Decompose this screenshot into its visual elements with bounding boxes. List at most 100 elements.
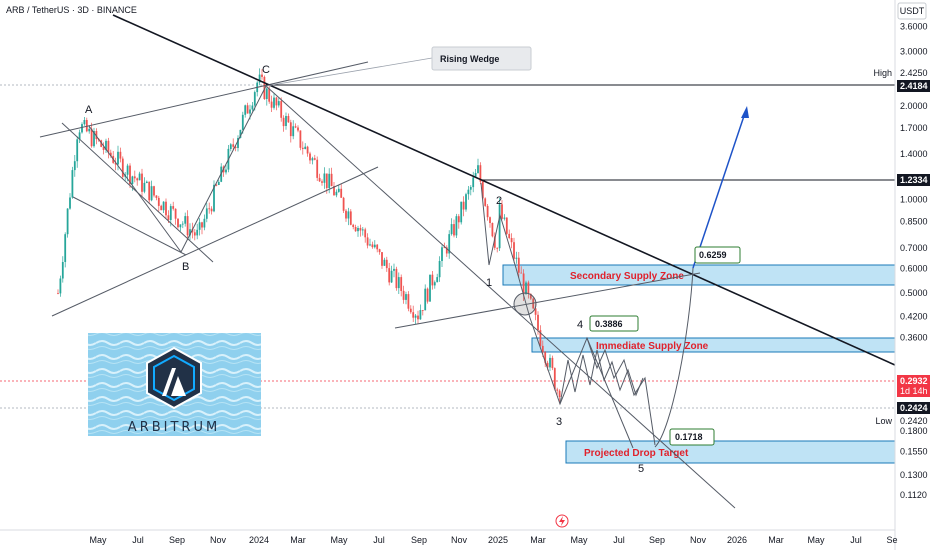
candle-bullish xyxy=(66,208,69,235)
x-tick-label: 2025 xyxy=(488,535,508,545)
wave-label-c: C xyxy=(262,64,270,76)
candle-bullish xyxy=(78,132,81,140)
candle-bearish xyxy=(529,293,532,299)
candle-bullish xyxy=(258,74,261,83)
x-tick-label: Jul xyxy=(613,535,625,545)
candle-bearish xyxy=(486,205,489,218)
candle-bullish xyxy=(253,92,256,106)
candle-bearish xyxy=(534,308,537,315)
candle-bearish xyxy=(479,165,482,182)
wedge-upper-line[interactable] xyxy=(39,61,369,138)
channel-line-2[interactable] xyxy=(72,196,187,256)
rising-support-line[interactable] xyxy=(394,272,701,329)
candle-bullish xyxy=(467,189,470,195)
secondary-supply-zone[interactable] xyxy=(502,264,896,286)
candle-bearish xyxy=(57,293,59,294)
candle-bearish xyxy=(333,186,335,196)
candle-bearish xyxy=(268,88,271,102)
candle-bullish xyxy=(369,244,371,246)
candle-bearish xyxy=(133,176,136,179)
candle-bullish xyxy=(393,268,395,271)
candle-bearish xyxy=(165,201,167,216)
rising-wedge-callout[interactable]: Rising Wedge xyxy=(265,46,532,87)
candle-bearish xyxy=(318,177,321,182)
candle-bullish xyxy=(213,184,215,212)
candle-bearish xyxy=(275,97,278,106)
wedge-lower-line[interactable] xyxy=(51,166,379,317)
candle-bearish xyxy=(177,218,179,228)
y-tick-label: 3.0000 xyxy=(900,46,928,56)
candle-bearish xyxy=(445,247,448,254)
projected-zigzag-2[interactable] xyxy=(586,337,656,446)
target-drop-callout[interactable]: 0.1718 xyxy=(669,428,715,446)
candle-bullish xyxy=(117,151,119,165)
wave-label-b: B xyxy=(182,261,189,273)
target-secondary-label: 0.6259 xyxy=(699,250,727,260)
candle-bullish xyxy=(138,173,141,181)
candle-bearish xyxy=(537,314,539,331)
candle-bullish xyxy=(181,223,184,225)
main-downtrend-line[interactable] xyxy=(112,14,896,366)
candle-bullish xyxy=(397,277,400,289)
candle-bearish xyxy=(263,76,266,99)
trendlines xyxy=(39,14,896,509)
candle-bearish xyxy=(316,159,319,178)
candle-bullish xyxy=(83,120,86,125)
low-tick-label: 0.2420 xyxy=(900,416,928,426)
candle-bullish xyxy=(433,282,436,286)
x-tick-label: Mar xyxy=(290,535,306,545)
target-immediate-callout[interactable]: 0.3886 xyxy=(589,315,639,332)
breakout-circle-marker[interactable] xyxy=(513,292,537,316)
price-axis[interactable]: USDT 3.6000 3.0000 2.0000 1.7000 1.4000 1.000… xyxy=(873,0,930,550)
candle-bullish xyxy=(436,277,439,283)
candle-bullish xyxy=(465,194,467,210)
candle-bearish xyxy=(553,368,556,390)
x-tick-label: May xyxy=(330,535,348,545)
candle-bullish xyxy=(81,124,83,133)
candle-bullish xyxy=(217,181,220,185)
candle-bearish xyxy=(186,216,189,236)
candle-bullish xyxy=(277,101,280,106)
candle-bullish xyxy=(438,261,441,278)
candle-bearish xyxy=(409,308,412,313)
x-tick-label: Mar xyxy=(530,535,546,545)
candle-bearish xyxy=(558,390,561,397)
candle-bullish xyxy=(525,282,527,295)
x-tick-label: Nov xyxy=(451,535,468,545)
wave-label-4: 4 xyxy=(577,319,583,331)
candle-bullish xyxy=(414,315,417,318)
recovery-curve[interactable] xyxy=(654,267,694,448)
x-tick-label: Sep xyxy=(169,535,185,545)
candle-bearish xyxy=(289,122,292,137)
currency-label: USDT xyxy=(900,6,925,16)
high-price-value: 2.4184 xyxy=(900,81,928,91)
wave-label-3: 3 xyxy=(556,416,562,428)
lower-channel-line[interactable] xyxy=(265,85,736,509)
candle-bullish xyxy=(244,105,247,115)
candle-bearish xyxy=(301,147,304,149)
target-secondary-callout[interactable]: 0.6259 xyxy=(694,246,741,264)
arbitrum-logo: ARBITRUM xyxy=(88,333,261,436)
candle-bullish xyxy=(189,229,191,236)
candle-bearish xyxy=(417,315,419,320)
candle-bearish xyxy=(457,216,460,223)
candle-bearish xyxy=(371,244,374,248)
time-axis[interactable]: May Jul Sep Nov 2024 Mar May Jul Sep Nov 2025 Mar Ma… xyxy=(0,529,898,545)
candle-bullish xyxy=(61,262,64,279)
candle-bullish xyxy=(311,158,314,161)
candle-bearish xyxy=(501,204,503,219)
candle-bullish xyxy=(429,274,431,302)
candle-bullish xyxy=(265,88,268,99)
target-secondary-box xyxy=(694,246,741,264)
projection-arrow-line[interactable] xyxy=(692,109,747,269)
y-tick-label: 0.1300 xyxy=(900,470,928,480)
candle-bearish xyxy=(215,184,218,186)
abc-line-bc[interactable] xyxy=(180,85,267,253)
candle-bullish xyxy=(71,170,74,198)
candle-bearish xyxy=(299,130,302,148)
candle-bearish xyxy=(505,217,508,234)
lightning-icon[interactable] xyxy=(555,514,569,528)
projected-zigzag-1[interactable] xyxy=(559,349,644,405)
abc-line-ab[interactable] xyxy=(88,125,182,253)
